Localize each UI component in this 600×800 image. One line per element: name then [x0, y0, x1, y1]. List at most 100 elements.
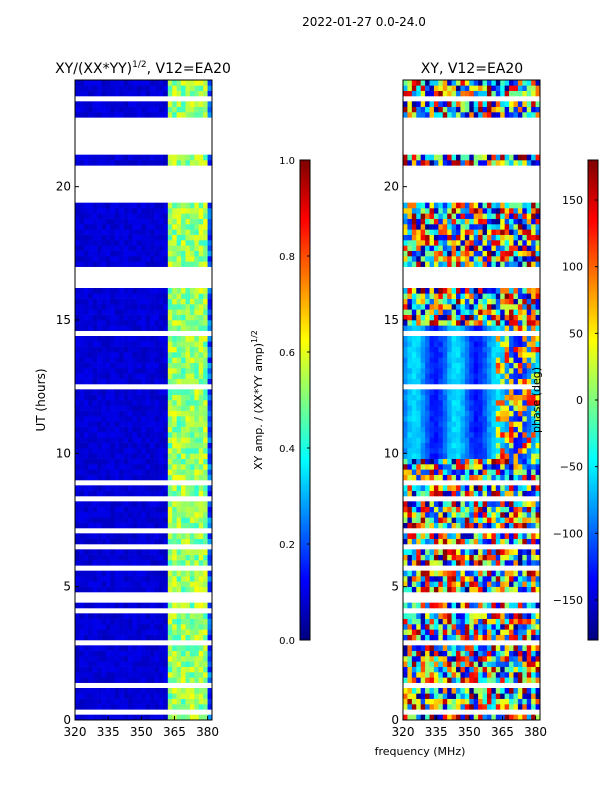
heatmap-cell	[429, 501, 435, 507]
heatmap-cell	[531, 602, 536, 609]
heatmap-cell	[123, 416, 129, 422]
heatmap-cell	[172, 698, 177, 705]
heatmap-cell	[203, 309, 208, 315]
heatmap-cell	[150, 469, 155, 475]
heatmap-cell	[478, 618, 483, 625]
heatmap-cell	[163, 693, 169, 699]
heatmap-cell	[486, 421, 492, 427]
heatmap-cell	[531, 693, 536, 699]
heatmap-cell	[416, 410, 421, 417]
heatmap-cell	[203, 704, 208, 710]
heatmap-cell	[207, 624, 213, 630]
heatmap-cell	[407, 634, 413, 641]
heatmap-cell	[167, 320, 173, 326]
heatmap-cell	[194, 570, 200, 577]
heatmap-cell	[478, 373, 483, 379]
heatmap-cell	[438, 368, 444, 374]
heatmap-cell	[176, 554, 182, 561]
heatmap-cell	[482, 325, 488, 331]
heatmap-cell	[425, 288, 430, 294]
heatmap-cell	[526, 474, 532, 481]
heatmap-cell	[110, 618, 116, 625]
heatmap-cell	[88, 336, 93, 342]
heatmap-cell	[185, 458, 191, 465]
heatmap-cell	[403, 517, 408, 523]
heatmap-cell	[425, 672, 430, 678]
heatmap-cell	[75, 378, 80, 385]
heatmap-cell	[531, 304, 536, 310]
heatmap-cell	[460, 320, 466, 326]
heatmap-cell	[141, 250, 147, 257]
heatmap-cell	[425, 357, 430, 363]
heatmap-cell	[509, 474, 514, 481]
heatmap-cell	[522, 314, 528, 321]
heatmap-cell	[119, 469, 124, 475]
heatmap-cell	[500, 448, 505, 454]
heatmap-cell	[407, 549, 413, 555]
heatmap-cell	[154, 293, 160, 299]
heatmap-cell	[425, 576, 430, 582]
heatmap-cell	[495, 357, 501, 363]
heatmap-cell	[75, 677, 80, 683]
heatmap-cell	[189, 154, 195, 161]
heatmap-cell	[88, 218, 93, 225]
heatmap-cell	[500, 506, 505, 513]
heatmap-cell	[425, 698, 430, 705]
heatmap-cell	[509, 421, 514, 427]
heatmap-cell	[411, 293, 417, 299]
heatmap-cell	[517, 506, 523, 513]
heatmap-cell	[154, 501, 160, 507]
heatmap-cell	[141, 656, 147, 662]
heatmap-cell	[163, 533, 169, 539]
heatmap-cell	[114, 400, 120, 406]
heatmap-cell	[101, 624, 107, 630]
heatmap-cell	[128, 533, 133, 539]
heatmap-cell	[500, 490, 505, 497]
heatmap-cell	[486, 533, 492, 539]
heatmap-cell	[535, 378, 541, 385]
heatmap-cell	[451, 656, 457, 662]
heatmap-cell	[451, 586, 457, 593]
heatmap-cell	[442, 389, 448, 395]
heatmap-cell	[79, 362, 85, 369]
heatmap-cell	[429, 538, 435, 545]
heatmap-cell	[97, 666, 102, 673]
heatmap-cell	[92, 442, 98, 449]
heatmap-cell	[167, 341, 173, 347]
heatmap-cell	[154, 288, 160, 294]
heatmap-cell	[513, 634, 519, 641]
heatmap-cell	[198, 293, 204, 299]
heatmap-cell	[132, 442, 138, 449]
heatmap-cell	[79, 549, 85, 555]
heatmap-cell	[101, 661, 107, 667]
heatmap-cell	[198, 693, 204, 699]
heatmap-cell	[88, 656, 93, 662]
heatmap-cell	[105, 373, 111, 379]
heatmap-cell	[88, 309, 93, 315]
heatmap-cell	[504, 250, 510, 257]
heatmap-cell	[509, 464, 514, 470]
heatmap-cell	[433, 533, 439, 539]
heatmap-cell	[119, 570, 124, 577]
heatmap-cell	[447, 378, 452, 385]
heatmap-cell	[176, 602, 182, 609]
heatmap-cell	[150, 698, 155, 705]
heatmap-cell	[522, 624, 528, 630]
heatmap-cell	[119, 458, 124, 465]
heatmap-cell	[473, 378, 479, 385]
heatmap-cell	[486, 352, 492, 358]
heatmap-cell	[526, 602, 532, 609]
heatmap-cell	[403, 421, 408, 427]
heatmap-cell	[451, 618, 457, 625]
heatmap-cell	[517, 501, 523, 507]
heatmap-cell	[491, 250, 497, 257]
heatmap-cell	[92, 453, 98, 459]
heatmap-cell	[176, 522, 182, 529]
heatmap-cell	[101, 517, 107, 523]
heatmap-cell	[482, 698, 488, 705]
heatmap-cell	[92, 336, 98, 342]
heatmap-cell	[526, 485, 532, 491]
heatmap-cell	[198, 341, 204, 347]
heatmap-cell	[456, 448, 461, 454]
heatmap-cell	[75, 389, 80, 395]
